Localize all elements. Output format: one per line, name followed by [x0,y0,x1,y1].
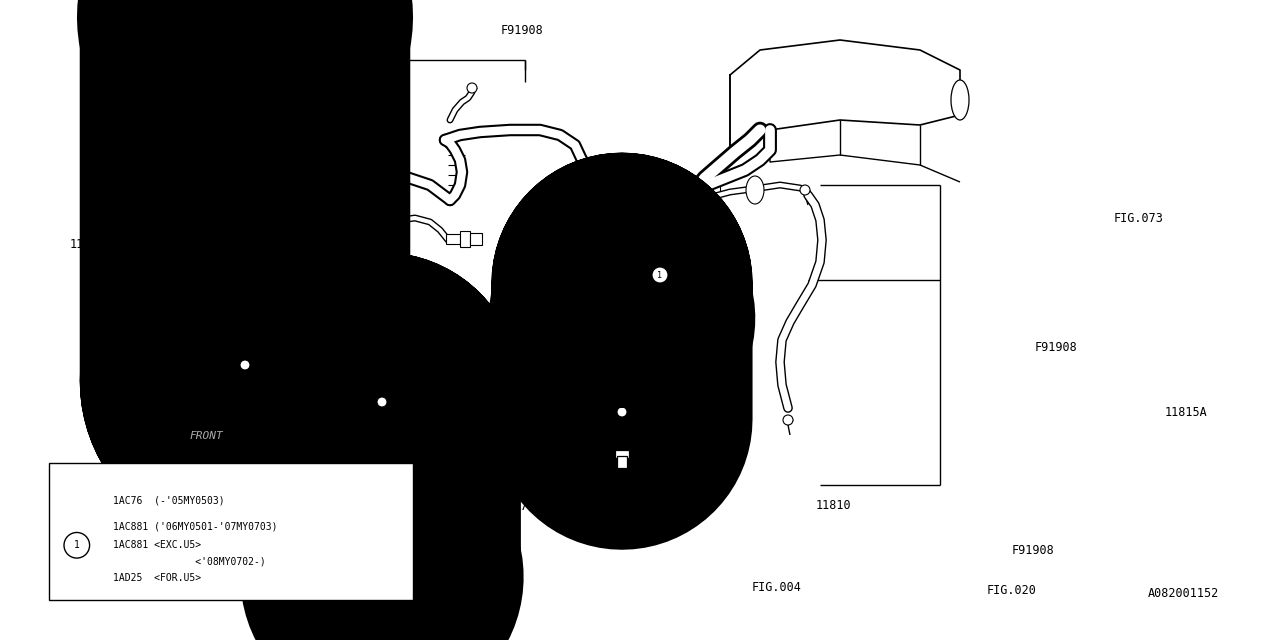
Text: 14877B: 14877B [380,342,422,355]
Text: <'08MY0702-): <'08MY0702-) [113,557,265,567]
Ellipse shape [649,170,671,210]
Circle shape [378,397,387,407]
Text: 14877B: 14877B [499,500,541,513]
Text: F91908: F91908 [1034,341,1076,354]
Text: F91908: F91908 [500,24,544,37]
Text: FIG.004: FIG.004 [426,573,475,586]
Text: F91908: F91908 [1011,544,1053,557]
Text: FIG.004: FIG.004 [753,581,801,594]
Text: 1AD25  <FOR.U5>: 1AD25 <FOR.U5> [113,573,201,583]
Text: 11815: 11815 [69,238,105,251]
Text: FRONT: FRONT [189,431,223,442]
Circle shape [800,185,810,195]
Bar [617,456,627,468]
Text: 1AC81: 1AC81 [320,404,356,417]
Text: 1: 1 [658,271,663,280]
Text: 11818: 11818 [589,338,625,351]
Text: F91908: F91908 [166,348,209,360]
Bar [470,233,483,245]
Text: FIG.073: FIG.073 [1114,212,1164,225]
Circle shape [64,532,90,558]
Bar [460,231,470,247]
Ellipse shape [746,176,764,204]
Circle shape [467,83,477,93]
Text: 11810: 11810 [815,499,851,512]
Text: 1AC76  (-'05MY0503): 1AC76 (-'05MY0503) [113,495,224,506]
Circle shape [241,360,250,370]
Ellipse shape [951,80,969,120]
Text: 06MY-: 06MY- [623,320,659,333]
Text: A082001152: A082001152 [1147,588,1219,600]
Text: FIG.020: FIG.020 [987,584,1036,596]
Text: 1AC881 ('06MY0501-'07MY0703): 1AC881 ('06MY0501-'07MY0703) [113,521,278,531]
Circle shape [652,267,668,283]
Bar [49,463,413,600]
Circle shape [783,415,794,425]
Text: 11815A: 11815A [1165,406,1207,419]
Text: FIG.050: FIG.050 [612,398,662,411]
Bar [614,450,628,458]
Text: 1: 1 [74,540,79,550]
Ellipse shape [643,160,677,220]
Bar [445,234,460,244]
Text: 1AC881 <EXC.U5>: 1AC881 <EXC.U5> [113,540,201,550]
Circle shape [617,407,627,417]
Text: FIG.020: FIG.020 [195,387,244,400]
